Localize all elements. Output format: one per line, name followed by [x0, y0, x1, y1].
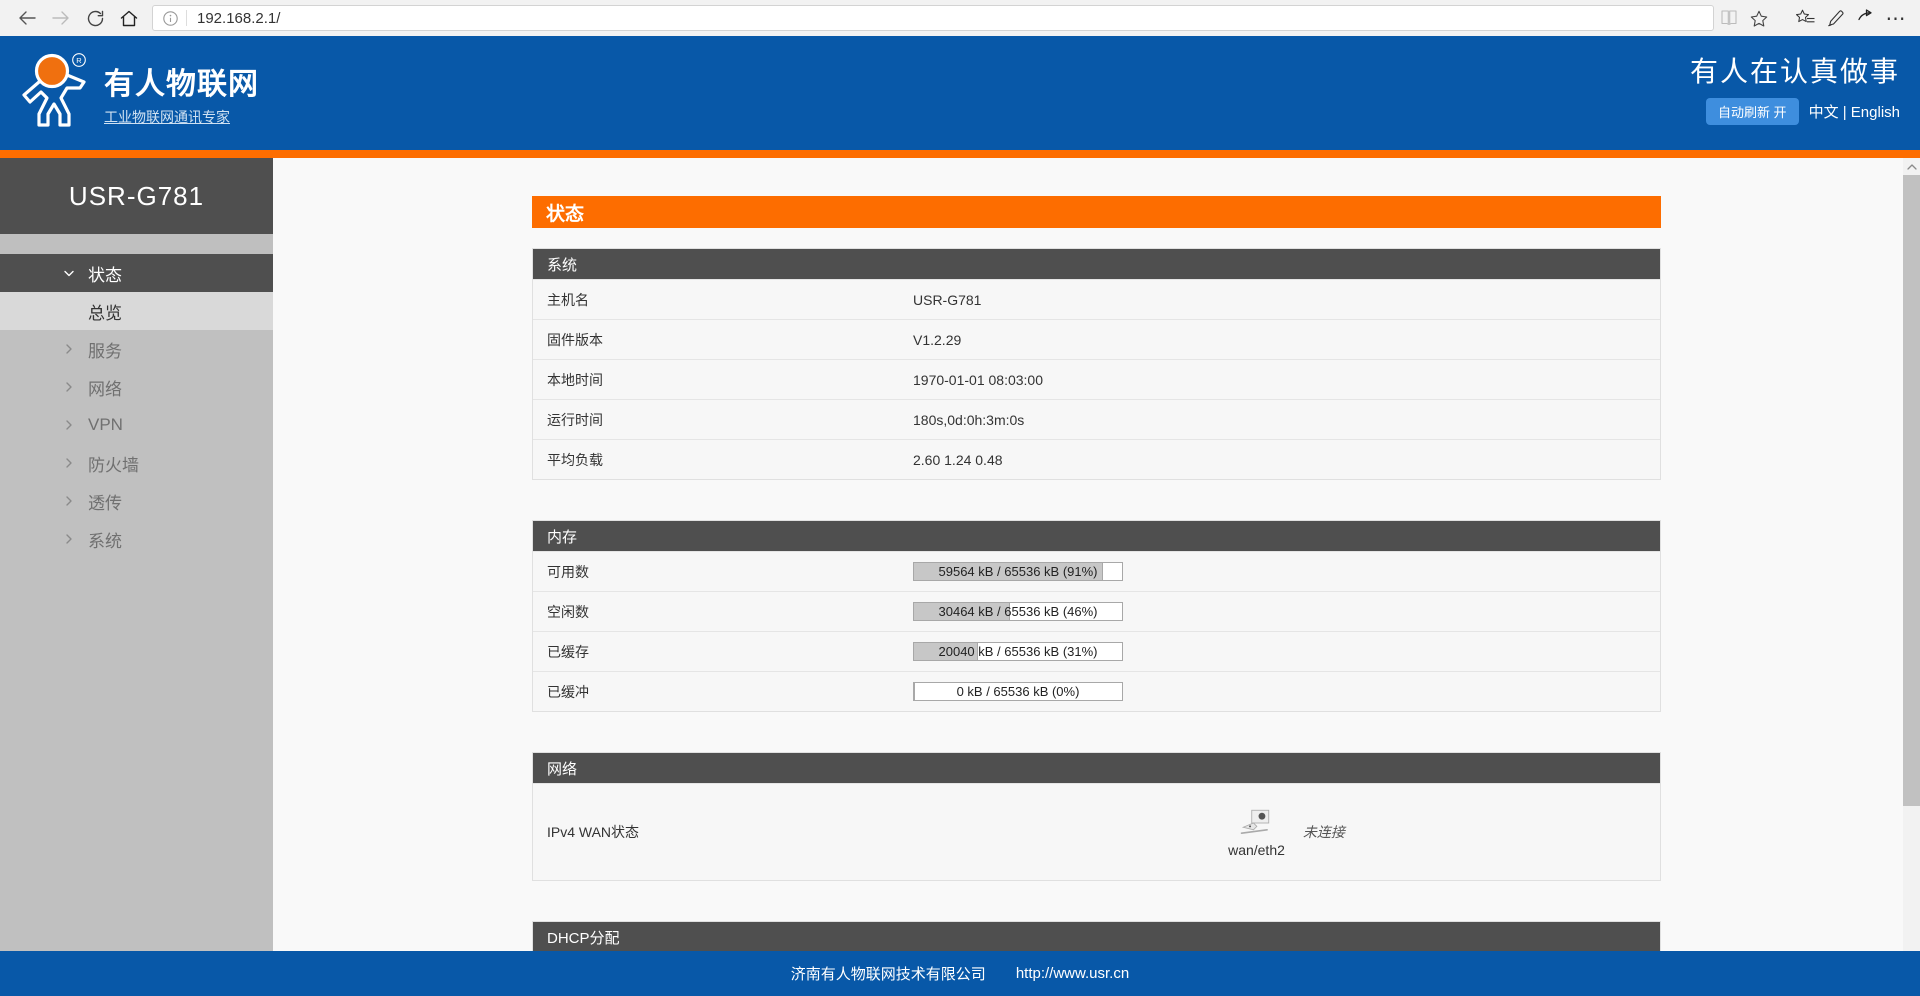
svg-text:R: R — [76, 56, 82, 65]
